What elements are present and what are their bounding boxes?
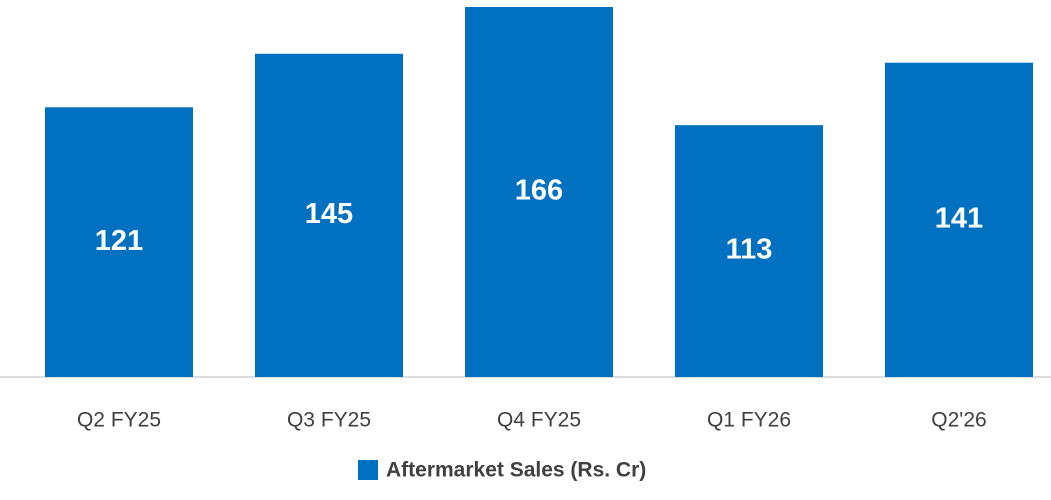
- value-label: 141: [935, 203, 983, 235]
- x-tick-label: Q4 FY25: [497, 409, 581, 432]
- x-tick-label: Q2'26: [931, 409, 986, 432]
- bar: [255, 53, 403, 378]
- legend-swatch: [358, 460, 378, 480]
- bar: [885, 62, 1033, 377]
- bar: [465, 7, 613, 377]
- x-tick-label: Q1 FY26: [707, 409, 791, 432]
- x-tick-label: Q3 FY25: [287, 409, 371, 432]
- bar: [45, 107, 193, 377]
- legend-label: Aftermarket Sales (Rs. Cr): [386, 459, 646, 482]
- bar: [675, 125, 823, 377]
- value-label: 121: [95, 225, 143, 257]
- x-tick-label: Q2 FY25: [77, 409, 161, 432]
- value-label: 113: [726, 234, 773, 266]
- value-label: 145: [305, 198, 353, 230]
- value-label: 166: [515, 175, 563, 207]
